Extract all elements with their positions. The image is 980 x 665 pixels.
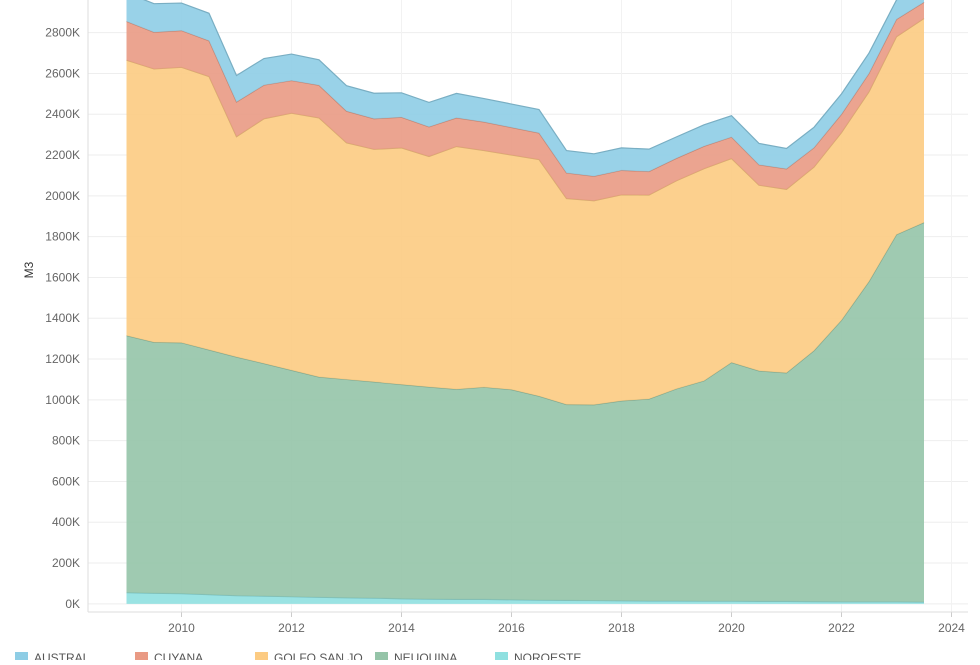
y-tick-label: 800K [52, 434, 80, 448]
y-tick-label: 2200K [45, 148, 80, 162]
y-axis-title: M3 [22, 261, 36, 278]
y-tick-label: 2400K [45, 107, 80, 121]
y-tick-label: 2800K [45, 26, 80, 40]
x-tick-label: 2018 [608, 621, 635, 635]
y-tick-label: 2000K [45, 189, 80, 203]
area-series-layer [126, 0, 925, 604]
x-tick-label: 2014 [388, 621, 415, 635]
legend-swatch [495, 652, 508, 663]
area-golfo-san-jo[interactable] [126, 18, 925, 405]
y-tick-label: 1600K [45, 270, 80, 284]
legend-swatch [135, 652, 148, 663]
x-tick-label: 2010 [168, 621, 195, 635]
y-tick-label: 0K [65, 597, 80, 611]
area-noroeste[interactable] [126, 592, 925, 604]
legend-swatch [375, 652, 388, 663]
y-tick-label: 400K [52, 515, 80, 529]
legend-item-neuquina[interactable]: NEUQUINA [375, 651, 457, 665]
y-tick-label: 1200K [45, 352, 80, 366]
y-tick-label: 1000K [45, 393, 80, 407]
legend-label: GOLFO SAN JO... [274, 651, 373, 660]
x-tick-label: 2016 [498, 621, 525, 635]
line-austral [143, 0, 898, 155]
legend: AUSTRAL CUYANA GOLFO SAN JO... NEUQUINA NORO… [15, 651, 581, 665]
y-tick-label: 200K [52, 556, 80, 570]
x-tick-label: 2012 [278, 621, 305, 635]
legend-item-cuyana[interactable]: CUYANA [135, 651, 203, 665]
legend-label: CUYANA [154, 651, 203, 660]
legend-label: NOROESTE [514, 651, 581, 660]
area-neuquina[interactable] [126, 222, 925, 602]
area-austral[interactable] [126, 0, 925, 177]
y-tick-label: 2600K [45, 66, 80, 80]
legend-item-austral[interactable]: AUSTRAL [15, 651, 90, 665]
legend-item-noroeste[interactable]: NOROESTE [495, 651, 581, 665]
x-tick-label: 2022 [828, 621, 855, 635]
legend-label: NEUQUINA [394, 651, 457, 660]
axes: 0K 200K 400K 600K 800K 1000K 1200K 1400K 1600K 18… [45, 0, 968, 635]
legend-swatch [15, 652, 28, 663]
legend-item-golfo-san-jo[interactable]: GOLFO SAN JO... [255, 651, 373, 665]
x-tick-label: 2020 [718, 621, 745, 635]
area-cuyana[interactable] [126, 2, 925, 201]
y-tick-label: 1800K [45, 230, 80, 244]
legend-swatch [255, 652, 268, 663]
y-tick-label: 1400K [45, 311, 80, 325]
y-tick-label: 600K [52, 474, 80, 488]
legend-label: AUSTRAL [34, 651, 90, 660]
x-tick-label: 2024 [938, 621, 965, 635]
